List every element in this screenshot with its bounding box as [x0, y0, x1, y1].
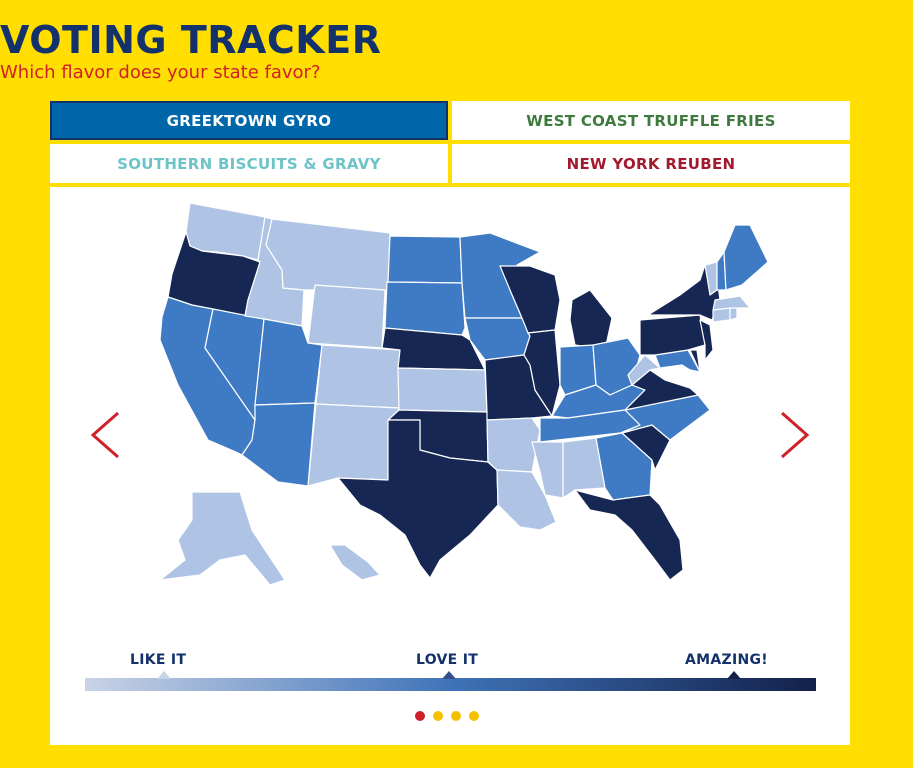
legend-marker-like	[157, 671, 171, 679]
carousel-dot-1[interactable]	[415, 711, 425, 721]
tab-new-york-reuben[interactable]: NEW YORK REUBEN	[452, 144, 850, 183]
carousel-dot-3[interactable]	[451, 711, 461, 721]
previous-arrow-icon[interactable]	[88, 410, 122, 460]
legend-marker-amazing	[727, 671, 741, 679]
next-arrow-icon[interactable]	[778, 410, 812, 460]
tab-label: GREEKTOWN GYRO	[166, 111, 332, 130]
legend-gradient-bar	[85, 678, 816, 691]
page-title: VOTING TRACKER	[0, 18, 382, 62]
tab-greektown-gyro[interactable]: GREEKTOWN GYRO	[50, 101, 448, 140]
carousel-dot-2[interactable]	[433, 711, 443, 721]
tab-label: WEST COAST TRUFFLE FRIES	[526, 111, 776, 130]
page-subtitle: Which flavor does your state favor?	[0, 62, 321, 83]
tab-west-coast-truffle-fries[interactable]: WEST COAST TRUFFLE FRIES	[452, 101, 850, 140]
tab-southern-biscuits-gravy[interactable]: SOUTHERN BISCUITS & GRAVY	[50, 144, 448, 183]
tab-label: SOUTHERN BISCUITS & GRAVY	[117, 154, 381, 173]
legend-label-amazing: AMAZING!	[685, 652, 768, 668]
legend-marker-love	[442, 671, 456, 679]
tab-label: NEW YORK REUBEN	[566, 154, 736, 173]
legend-label-like: LIKE IT	[130, 652, 187, 668]
legend-label-love: LOVE IT	[416, 652, 479, 668]
carousel-dot-4[interactable]	[469, 711, 479, 721]
